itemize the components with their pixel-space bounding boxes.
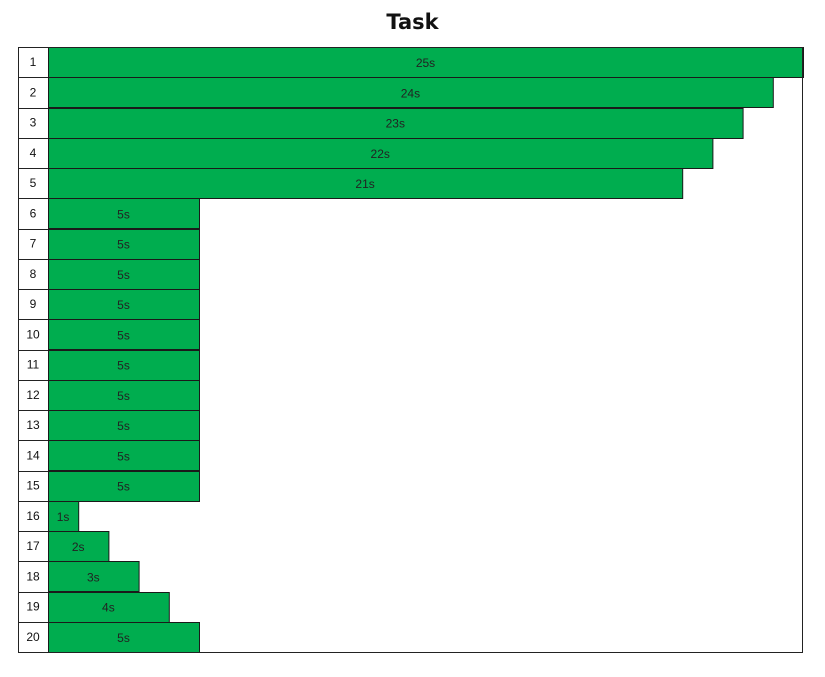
bar-value-label: 5s <box>117 480 130 494</box>
bar-value-label: 22s <box>371 147 390 161</box>
row-label: 11 <box>27 358 40 372</box>
bar <box>48 531 110 562</box>
row-label: 19 <box>26 600 40 614</box>
row-label: 4 <box>30 146 37 160</box>
bar-value-label: 4s <box>102 601 115 615</box>
row-label: 5 <box>30 176 37 190</box>
row-label: 1 <box>30 55 37 69</box>
bar <box>48 380 200 411</box>
row-label: 9 <box>30 297 37 311</box>
row-label: 17 <box>26 539 40 553</box>
row-label: 2 <box>30 85 37 99</box>
bar <box>48 319 200 350</box>
bar <box>48 108 744 139</box>
row-label: 10 <box>26 327 40 341</box>
row-label: 3 <box>30 116 37 130</box>
bar <box>48 289 200 320</box>
bar <box>48 138 714 169</box>
chart-title: Task <box>386 10 439 34</box>
row-label: 14 <box>26 448 40 462</box>
bar <box>48 592 170 623</box>
bar-value-label: 1s <box>57 510 70 524</box>
bar <box>48 77 774 108</box>
bar <box>48 229 200 260</box>
bar-value-label: 2s <box>72 540 85 554</box>
row-label: 6 <box>30 206 37 220</box>
bar-value-label: 5s <box>117 631 130 645</box>
bar <box>48 168 684 199</box>
bar-value-label: 5s <box>117 449 130 463</box>
bar <box>48 350 200 381</box>
row-label: 20 <box>26 630 40 644</box>
bar-value-label: 5s <box>117 419 130 433</box>
bar <box>48 410 200 441</box>
row-label: 16 <box>26 509 40 523</box>
bar-value-label: 5s <box>117 207 130 221</box>
row-label: 12 <box>26 388 40 402</box>
bar-value-label: 5s <box>117 359 130 373</box>
bar-value-label: 25s <box>416 56 435 70</box>
bar-value-label: 21s <box>355 177 374 191</box>
row-label: 7 <box>30 237 37 251</box>
bar <box>48 561 140 592</box>
row-label: 13 <box>26 418 40 432</box>
bar-value-label: 3s <box>87 570 100 584</box>
bar-value-label: 5s <box>117 298 130 312</box>
bar-value-label: 5s <box>117 328 130 342</box>
chart-frame <box>18 47 803 653</box>
bar <box>48 471 200 502</box>
bar-value-label: 24s <box>401 86 420 100</box>
bar-value-label: 23s <box>386 117 405 131</box>
row-label: 15 <box>26 479 40 493</box>
bar-value-label: 5s <box>117 268 130 282</box>
row-label: 8 <box>30 267 37 281</box>
bar <box>48 198 200 229</box>
bar <box>48 47 804 78</box>
row-label: 18 <box>26 569 40 583</box>
bar-value-label: 5s <box>117 389 130 403</box>
bar-value-label: 5s <box>117 238 130 252</box>
bar <box>48 440 200 471</box>
